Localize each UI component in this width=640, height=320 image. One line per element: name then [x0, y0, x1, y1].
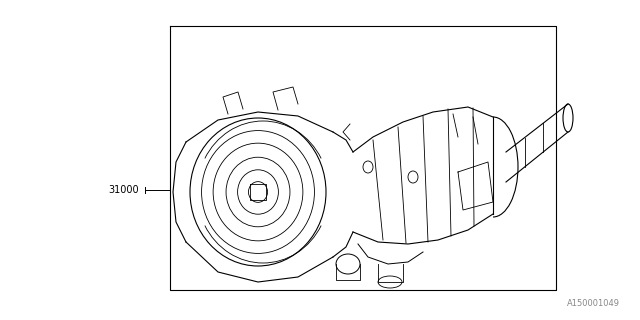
Text: 31000: 31000 — [108, 185, 139, 195]
Text: A150001049: A150001049 — [567, 299, 620, 308]
